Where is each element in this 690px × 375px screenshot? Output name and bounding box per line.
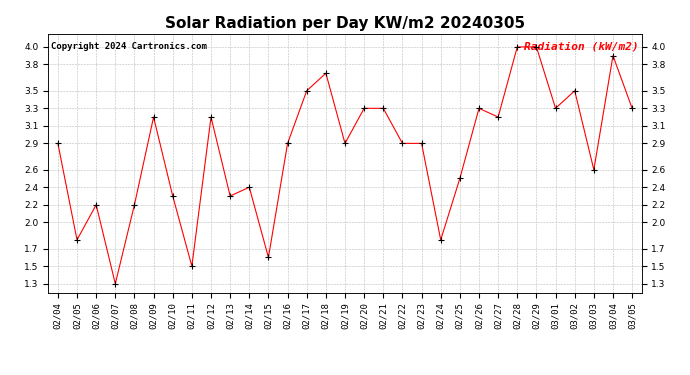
Title: Solar Radiation per Day KW/m2 20240305: Solar Radiation per Day KW/m2 20240305 bbox=[165, 16, 525, 31]
Point bbox=[435, 237, 446, 243]
Point bbox=[72, 237, 83, 243]
Point bbox=[186, 263, 197, 269]
Point bbox=[263, 254, 274, 260]
Point bbox=[52, 140, 63, 146]
Point bbox=[359, 105, 370, 111]
Point bbox=[416, 140, 427, 146]
Point bbox=[550, 105, 561, 111]
Point bbox=[454, 176, 465, 181]
Point bbox=[110, 281, 121, 287]
Point bbox=[589, 167, 600, 173]
Point bbox=[206, 114, 217, 120]
Point bbox=[90, 202, 101, 208]
Point bbox=[377, 105, 388, 111]
Point bbox=[339, 140, 351, 146]
Point bbox=[607, 53, 618, 58]
Text: Radiation (kW/m2): Radiation (kW/m2) bbox=[524, 42, 639, 51]
Point bbox=[302, 88, 313, 94]
Point bbox=[244, 184, 255, 190]
Point bbox=[473, 105, 484, 111]
Point bbox=[512, 44, 523, 50]
Point bbox=[320, 70, 331, 76]
Point bbox=[397, 140, 408, 146]
Point bbox=[129, 202, 140, 208]
Point bbox=[627, 105, 638, 111]
Point bbox=[167, 193, 178, 199]
Text: Copyright 2024 Cartronics.com: Copyright 2024 Cartronics.com bbox=[51, 42, 207, 51]
Point bbox=[531, 44, 542, 50]
Point bbox=[148, 114, 159, 120]
Point bbox=[493, 114, 504, 120]
Point bbox=[282, 140, 293, 146]
Point bbox=[225, 193, 236, 199]
Point bbox=[569, 88, 580, 94]
